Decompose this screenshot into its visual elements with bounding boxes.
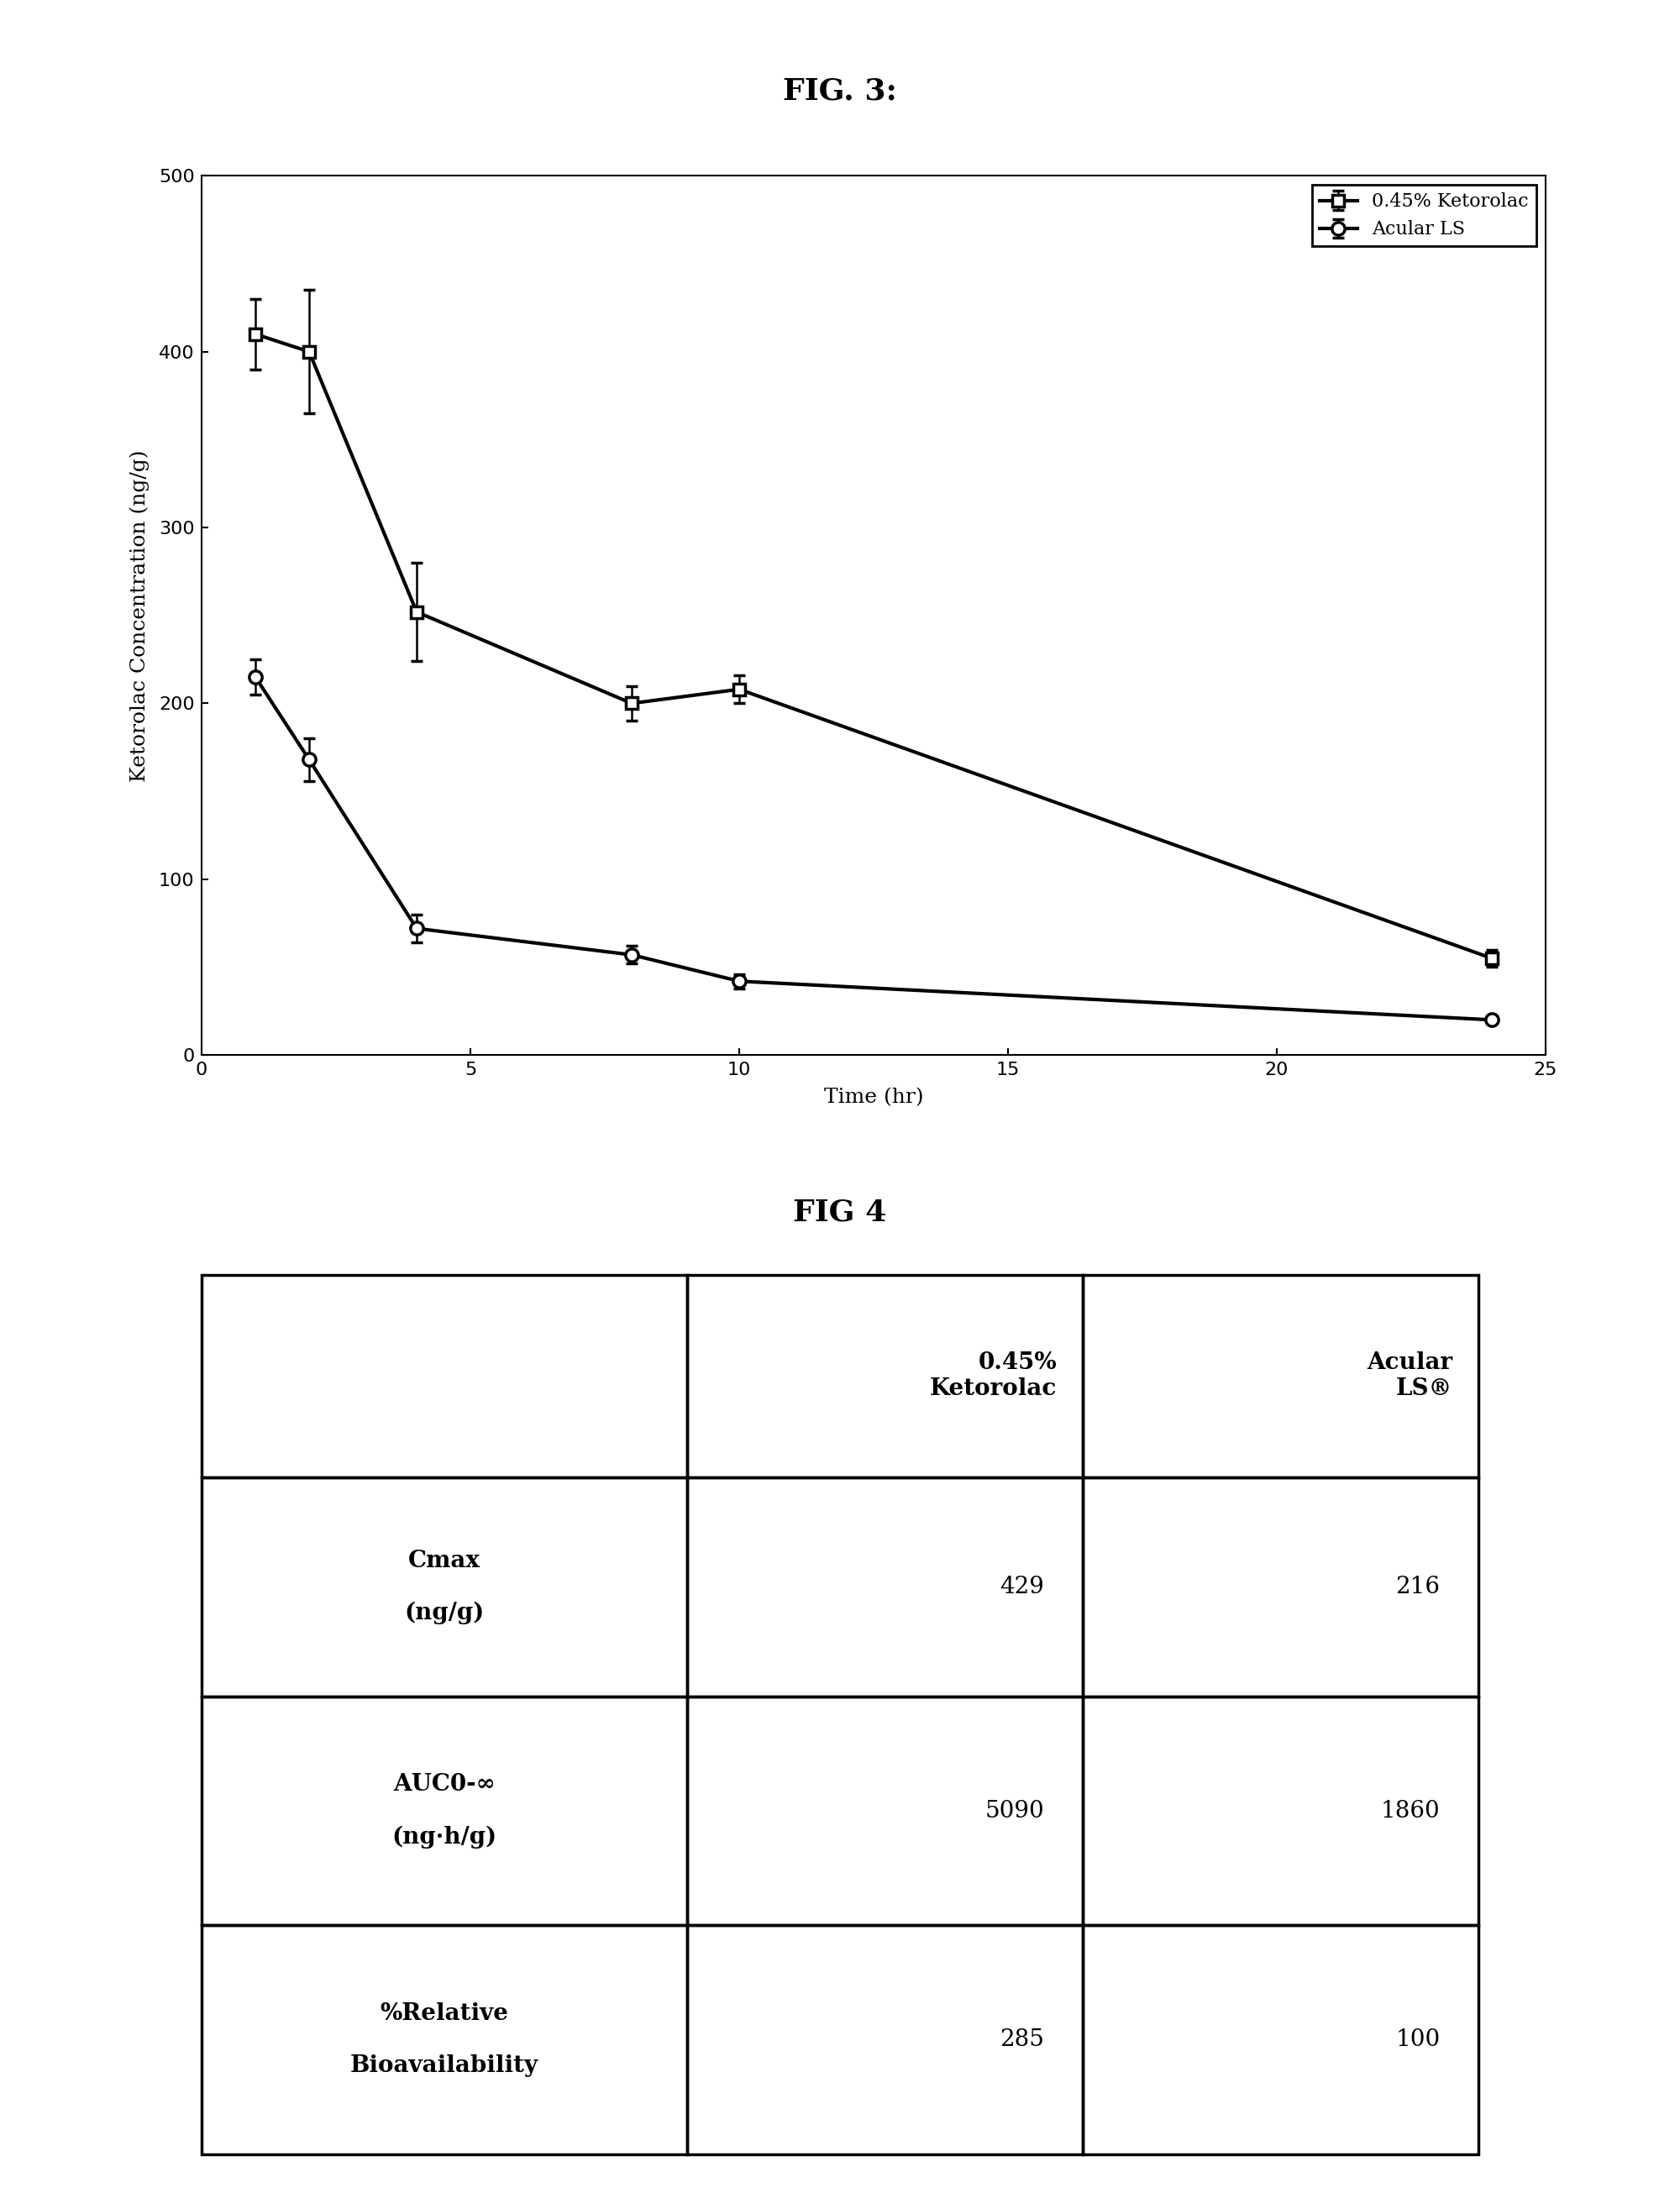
Text: FIG 4: FIG 4 [793, 1198, 887, 1226]
Text: 0.45%
Ketorolac: 0.45% Ketorolac [931, 1352, 1057, 1400]
Legend: 0.45% Ketorolac, Acular LS: 0.45% Ketorolac, Acular LS [1312, 185, 1536, 246]
Bar [1082, 1477, 1478, 1697]
Bar [687, 1697, 1082, 1925]
Text: FIG. 3:: FIG. 3: [783, 77, 897, 106]
Text: Acular
LS®: Acular LS® [1368, 1352, 1453, 1400]
Bar [1082, 1275, 1478, 1477]
Bar [202, 1697, 687, 1925]
Text: 285: 285 [1000, 2029, 1045, 2051]
Bar [687, 1477, 1082, 1697]
Bar [687, 1925, 1082, 2154]
Text: 5090: 5090 [984, 1800, 1045, 1822]
Bar [1082, 1925, 1478, 2154]
Bar [202, 1275, 687, 1477]
Text: 1860: 1860 [1381, 1800, 1440, 1822]
Bar [202, 1925, 687, 2154]
Text: 100: 100 [1396, 2029, 1440, 2051]
Text: 216: 216 [1396, 1576, 1440, 1598]
Bar [687, 1275, 1082, 1477]
Bar [1082, 1697, 1478, 1925]
Text: %Relative

Bioavailability: %Relative Bioavailability [349, 2002, 538, 2077]
Text: Cmax

(ng/g): Cmax (ng/g) [405, 1550, 484, 1624]
Text: 429: 429 [1000, 1576, 1045, 1598]
X-axis label: Time (hr): Time (hr) [823, 1088, 924, 1108]
Y-axis label: Ketorolac Concentration (ng/g): Ketorolac Concentration (ng/g) [129, 448, 150, 782]
Text: AUC0-∞

(ng·h/g): AUC0-∞ (ng·h/g) [391, 1774, 497, 1849]
Bar [202, 1477, 687, 1697]
